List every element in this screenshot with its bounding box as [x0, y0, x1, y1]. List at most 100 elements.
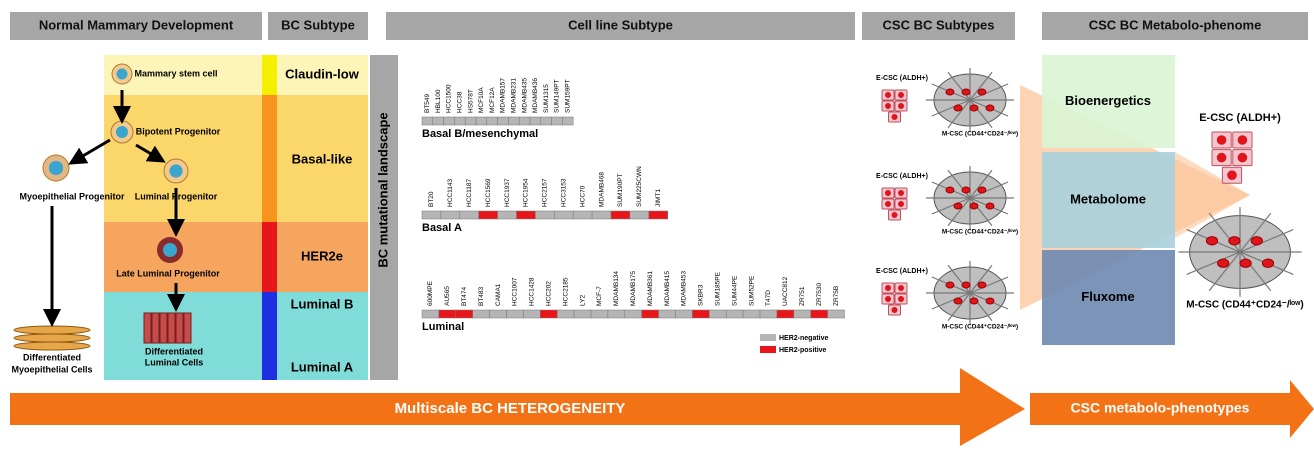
cell-line-label: BT474: [461, 286, 468, 306]
cell-line-label: HCC202: [545, 281, 552, 306]
nucleus: [49, 161, 63, 175]
cell-line-segment: [456, 310, 473, 318]
subtype-strip: [262, 292, 277, 380]
legend-label: HER2-positive: [779, 347, 827, 354]
cell-line-segment: [508, 117, 519, 125]
cell-line-label: MDAMB231: [511, 78, 518, 113]
subtype-strip: [262, 55, 277, 95]
nucleus: [885, 201, 891, 207]
cell-line-segment: [554, 211, 573, 219]
luminal-cell: [152, 313, 159, 343]
metabolo-label: Fluxome: [1081, 289, 1134, 304]
nucleus: [898, 190, 904, 196]
node-label: Bipotent Progenitor: [136, 126, 221, 136]
nucleus: [978, 187, 986, 193]
nucleus: [1217, 135, 1227, 145]
node-label: Mammary stem cell: [134, 68, 217, 78]
cell-line-label: MDAMB361: [647, 271, 654, 306]
nucleus: [898, 201, 904, 207]
cell-line-segment: [441, 211, 460, 219]
nucleus: [1206, 237, 1217, 245]
cell-line-segment: [473, 310, 490, 318]
header: BC Subtype: [281, 17, 355, 32]
luminal-cell: [160, 313, 167, 343]
nucleus: [986, 203, 994, 209]
nucleus: [892, 114, 898, 120]
cell-line-segment: [709, 310, 726, 318]
cell-line-label: MDAMB436: [532, 78, 539, 113]
cell-line-segment: [476, 117, 487, 125]
cell-line-label: MDAMB175: [630, 271, 637, 306]
cell-line-segment: [422, 211, 441, 219]
header: Normal Mammary Development: [39, 17, 234, 32]
nucleus: [978, 89, 986, 95]
nucleus: [970, 105, 978, 111]
cell-line-label: HCC1500: [446, 84, 453, 113]
cell-line-label: SUM44PE: [731, 275, 738, 306]
cell-line-segment: [444, 117, 455, 125]
node-label: Myoepithelial Progenitor: [19, 191, 125, 201]
subtype: HER2e: [301, 248, 343, 263]
nucleus: [885, 285, 891, 291]
cell-line-label: SKBR3: [698, 284, 705, 306]
cell-line-segment: [625, 310, 642, 318]
cell-line-segment: [498, 117, 509, 125]
cell-line-segment: [608, 310, 625, 318]
cell-line-segment: [630, 211, 649, 219]
cell-line-segment: [649, 211, 668, 219]
cell-line-segment: [465, 117, 476, 125]
header: Cell line Subtype: [568, 17, 673, 32]
cell-line-segment: [487, 117, 498, 125]
cell-line-label: ZR75B: [833, 286, 840, 306]
cell-line-label: MDAMB134: [613, 271, 620, 306]
cell-line-label: BT483: [478, 286, 485, 306]
cell-line-label: HCC2157: [542, 178, 549, 207]
cell-line-segment: [611, 211, 630, 219]
nucleus: [1229, 237, 1240, 245]
cell-line-segment: [479, 211, 498, 219]
cell-line-segment: [573, 211, 592, 219]
cell-line-segment: [433, 117, 444, 125]
cell-line-segment: [760, 310, 777, 318]
cell-line-segment: [535, 211, 554, 219]
cell-line-segment: [794, 310, 811, 318]
nucleus: [946, 282, 954, 288]
cell-line-segment: [422, 117, 433, 125]
nucleus: [962, 187, 970, 193]
legend-swatch: [760, 334, 776, 341]
cell-line-segment: [562, 117, 573, 125]
legend-label: HER2-negative: [779, 335, 829, 342]
arrow-label: CSC metabolo-phenotypes: [1071, 400, 1250, 416]
nucleus: [116, 126, 128, 138]
cell-line-segment: [498, 211, 517, 219]
group-label: Luminal: [422, 321, 464, 333]
cell-line-label: MDAMB157: [500, 78, 507, 113]
cell-line-segment: [517, 211, 536, 219]
cell-line-label: MCF10A: [478, 87, 485, 113]
cell-line-label: MDAMB453: [681, 271, 688, 306]
figure: Normal Mammary Development BC Subtype Cell…: [0, 0, 1314, 446]
cell-line-segment: [540, 310, 557, 318]
nucleus: [885, 103, 891, 109]
subtype-strip: [262, 222, 277, 292]
cell-line-segment: [574, 310, 591, 318]
cell-line-segment: [557, 310, 574, 318]
luminal-cell: [176, 313, 183, 343]
cell-line-label: ZR7530: [816, 282, 823, 306]
cell-line-label: HCC1569: [485, 178, 492, 207]
cell-line-label: MDAMB468: [598, 172, 605, 207]
nucleus: [970, 203, 978, 209]
cell-line-label: HCC1428: [529, 277, 536, 306]
nucleus: [1238, 135, 1248, 145]
metabolo-label: Bioenergetics: [1065, 93, 1151, 108]
cell-line-label: SUM1315: [543, 84, 550, 113]
nucleus: [1262, 259, 1273, 267]
cell-line-segment: [659, 310, 676, 318]
cell-line-label: SUM52PE: [748, 275, 755, 306]
nucleus: [946, 89, 954, 95]
csc-label: E-CSC (ALDH+): [876, 173, 928, 180]
nucleus: [986, 105, 994, 111]
nucleus: [898, 103, 904, 109]
node-label: Differentiated: [23, 352, 81, 362]
cell-line-label: MDAMB435: [521, 78, 528, 113]
